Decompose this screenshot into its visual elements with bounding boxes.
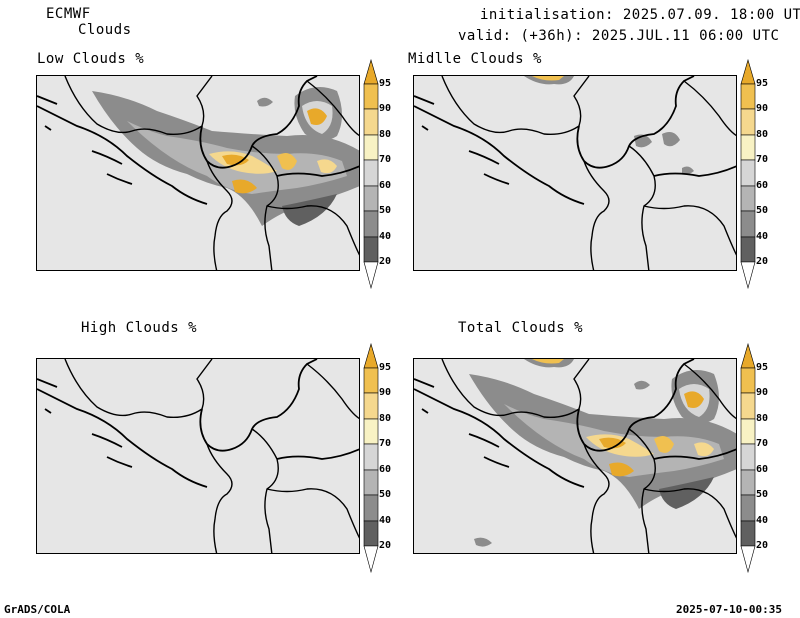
colorbar-label-90: 90 (756, 103, 769, 114)
colorbar-label-60: 60 (756, 464, 769, 475)
colorbar-high: 95 90 80 70 60 50 40 20 (363, 342, 405, 574)
map-low-clouds (37, 76, 359, 270)
colorbar-label-95: 95 (756, 362, 769, 373)
colorbar-label-80: 80 (756, 413, 769, 424)
colorbar-label-50: 50 (756, 489, 769, 500)
colorbar-swatches (363, 342, 379, 574)
colorbar-label-40: 40 (379, 231, 392, 242)
initialisation-time: initialisation: 2025.07.09. 18:00 UTC (480, 7, 800, 23)
map-panel-low-clouds (36, 75, 360, 271)
colorbar-label-80: 80 (379, 413, 392, 424)
colorbar-label-40: 40 (379, 515, 392, 526)
colorbar-label-95: 95 (379, 362, 392, 373)
colorbar-label-90: 90 (756, 387, 769, 398)
colorbar-swatches (740, 58, 756, 290)
panel-title-low-clouds: Low Clouds % (37, 51, 145, 67)
colorbar-swatches (740, 342, 756, 574)
colorbar-label-50: 50 (379, 205, 392, 216)
colorbar-label-20: 20 (379, 540, 392, 551)
colorbar-label-70: 70 (379, 154, 392, 165)
product-name: Clouds (78, 22, 132, 38)
map-panel-total-clouds (413, 358, 737, 554)
colorbar-label-20: 20 (756, 256, 769, 267)
panel-title-total-clouds: Total Clouds % (458, 320, 584, 336)
colorbar-label-40: 40 (756, 231, 769, 242)
colorbar-label-60: 60 (379, 464, 392, 475)
panel-title-high-clouds: High Clouds % (81, 320, 198, 336)
colorbar-total: 95 90 80 70 60 50 40 20 (740, 342, 782, 574)
colorbar-low: 95 90 80 70 60 50 40 20 (363, 58, 405, 290)
map-high-clouds (37, 359, 359, 553)
colorbar-label-50: 50 (756, 205, 769, 216)
footer-software-label: GrADS/COLA (4, 603, 71, 616)
model-name: ECMWF (46, 6, 91, 22)
colorbar-label-40: 40 (756, 515, 769, 526)
colorbar-label-20: 20 (756, 540, 769, 551)
colorbar-label-90: 90 (379, 103, 392, 114)
colorbar-label-70: 70 (756, 438, 769, 449)
map-middle-clouds (414, 76, 736, 270)
map-total-clouds (414, 359, 736, 553)
map-panel-high-clouds (36, 358, 360, 554)
colorbar-label-95: 95 (379, 78, 392, 89)
colorbar-swatches (363, 58, 379, 290)
footer-timestamp: 2025-07-10-00:35 (676, 603, 782, 616)
colorbar-label-20: 20 (379, 256, 392, 267)
map-panel-middle-clouds (413, 75, 737, 271)
valid-time: valid: (+36h): 2025.JUL.11 06:00 UTC (458, 28, 780, 44)
colorbar-label-80: 80 (756, 129, 769, 140)
panel-title-middle-clouds: Midlle Clouds % (408, 51, 542, 67)
colorbar-label-60: 60 (379, 180, 392, 191)
colorbar-label-70: 70 (379, 438, 392, 449)
colorbar-label-70: 70 (756, 154, 769, 165)
colorbar-label-80: 80 (379, 129, 392, 140)
colorbar-middle: 95 90 80 70 60 50 40 20 (740, 58, 782, 290)
colorbar-label-95: 95 (756, 78, 769, 89)
colorbar-label-50: 50 (379, 489, 392, 500)
colorbar-label-90: 90 (379, 387, 392, 398)
colorbar-label-60: 60 (756, 180, 769, 191)
